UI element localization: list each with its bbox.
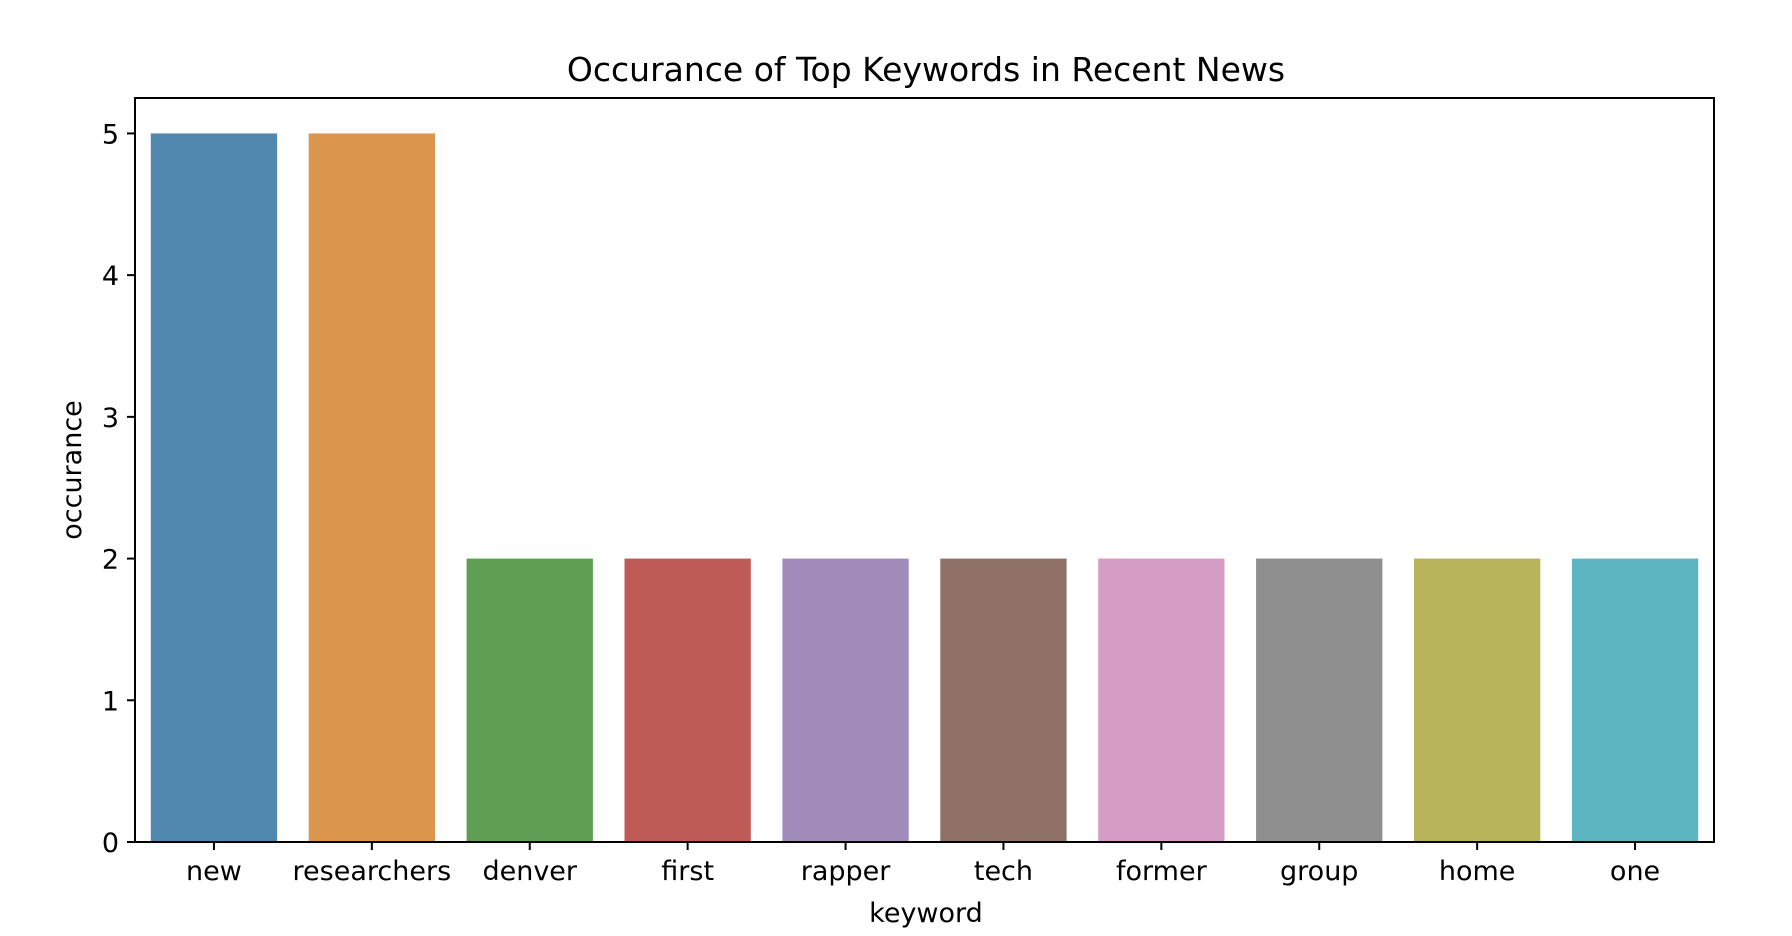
x-tick-label-first: first bbox=[661, 856, 714, 887]
y-axis: 0 1 2 3 4 5 bbox=[102, 119, 135, 859]
bar-new bbox=[150, 133, 278, 842]
x-tick-label-rapper: rapper bbox=[801, 856, 892, 887]
x-tick-label-new: new bbox=[186, 856, 242, 887]
x-tick-label-denver: denver bbox=[482, 856, 577, 887]
x-tick-label-group: group bbox=[1280, 856, 1358, 887]
chart-title: Occurance of Top Keywords in Recent News bbox=[567, 50, 1285, 89]
x-axis: new researchers denver first rapper tech forme… bbox=[186, 842, 1660, 887]
y-tick-label-3: 3 bbox=[102, 403, 119, 434]
bar-tech bbox=[940, 558, 1067, 842]
y-axis-label: occurance bbox=[57, 400, 88, 540]
y-tick-label-5: 5 bbox=[102, 119, 119, 150]
plot-frame bbox=[134, 97, 1715, 843]
y-tick-label-4: 4 bbox=[102, 261, 119, 292]
bar-researchers bbox=[308, 133, 436, 842]
x-tick-label-home: home bbox=[1439, 856, 1516, 887]
x-tick-label-tech: tech bbox=[974, 856, 1033, 887]
y-tick-label-0: 0 bbox=[102, 828, 119, 859]
x-tick-label-former: former bbox=[1116, 856, 1208, 887]
bar-one bbox=[1571, 558, 1699, 842]
y-tick-label-1: 1 bbox=[102, 686, 119, 717]
bar-first bbox=[624, 558, 751, 842]
bars bbox=[150, 133, 1699, 842]
x-tick-label-one: one bbox=[1610, 856, 1660, 887]
bar-rapper bbox=[782, 558, 909, 842]
bar-denver bbox=[466, 558, 593, 842]
bar-former bbox=[1098, 558, 1225, 842]
x-axis-label: keyword bbox=[869, 898, 983, 929]
y-tick-label-2: 2 bbox=[102, 545, 119, 576]
bar-group bbox=[1256, 558, 1383, 842]
x-tick-label-researchers: researchers bbox=[293, 856, 452, 887]
bar-home bbox=[1413, 558, 1541, 842]
